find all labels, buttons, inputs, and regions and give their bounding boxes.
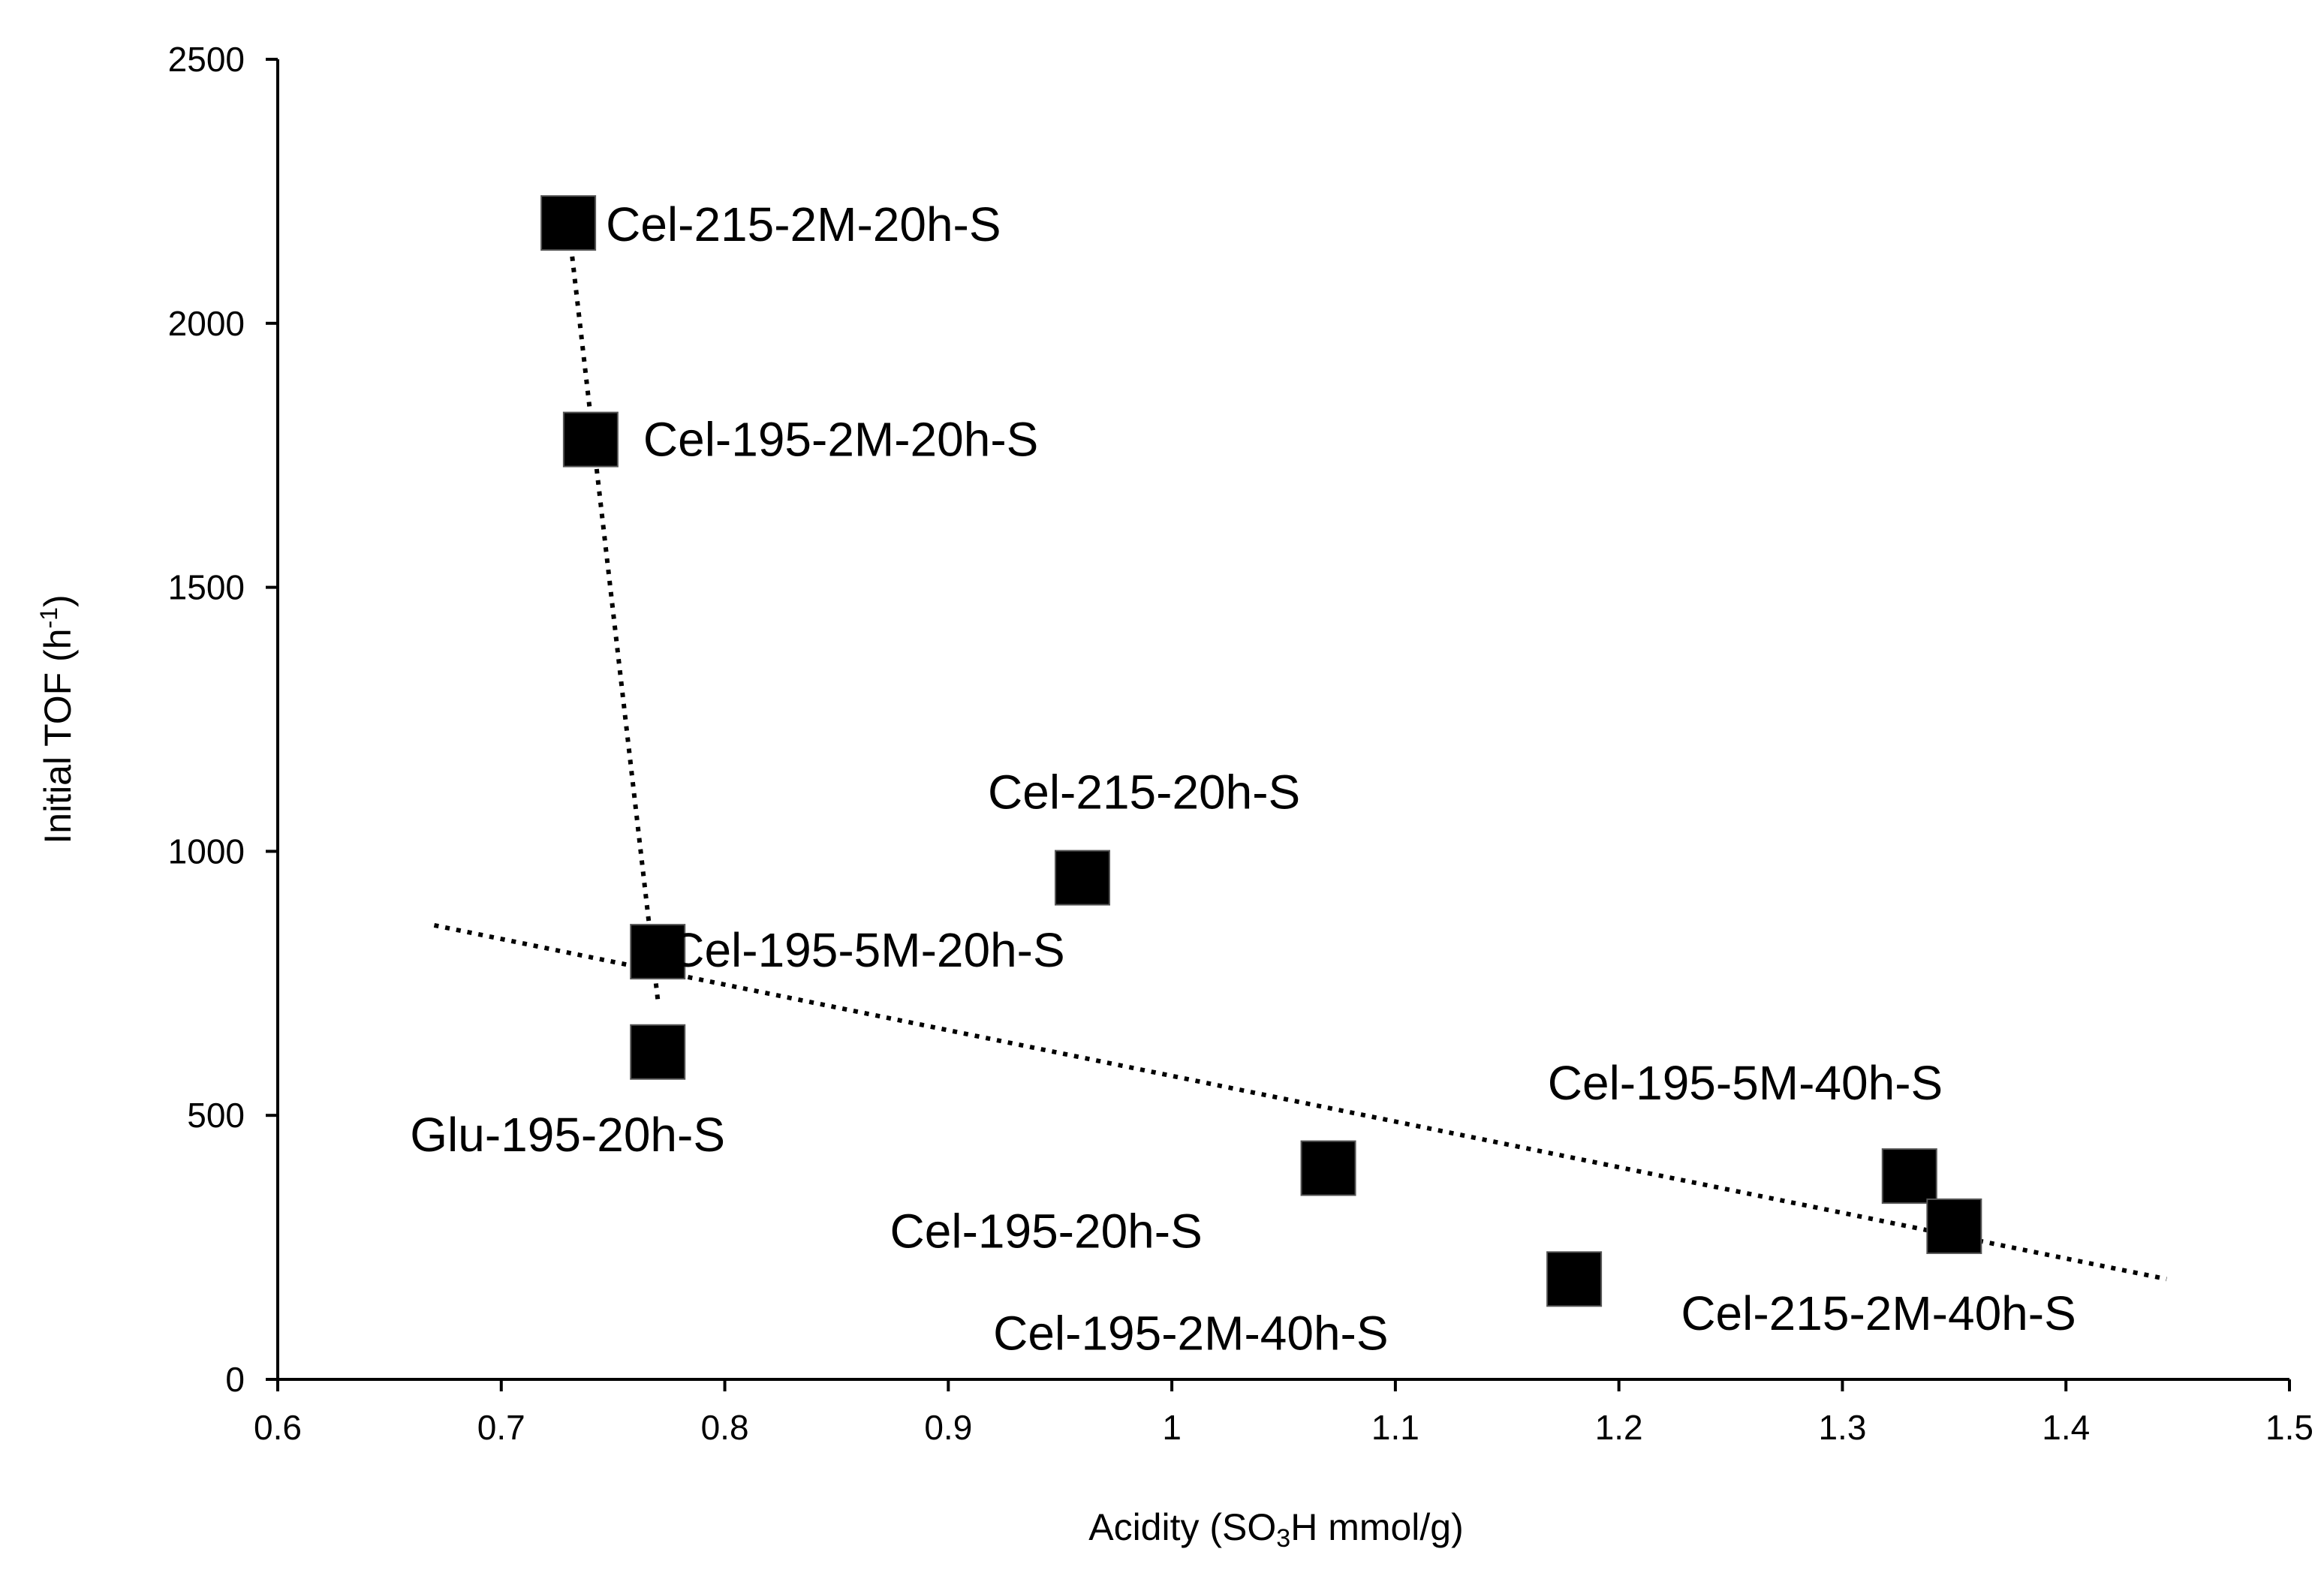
steep-trendline [566, 222, 661, 1000]
y-tick-label: 0 [225, 1360, 245, 1399]
x-axis-title-subscript: 3 [1276, 1524, 1290, 1553]
data-point-label: Cel-195-5M-40h-S [1548, 1056, 1943, 1110]
data-point-marker [1926, 1198, 1982, 1254]
data-point-marker [1055, 850, 1110, 906]
y-axis-title-part: ) [37, 594, 79, 607]
data-point-label: Cel-195-2M-20h-S [643, 413, 1038, 467]
trendlines [433, 222, 2167, 1282]
data-point-marker [562, 411, 619, 468]
x-tick-label: 1.5 [2265, 1408, 2313, 1447]
y-axis-title-superscript: -1 [35, 607, 62, 628]
x-tick-label: 1.3 [1818, 1408, 1866, 1447]
data-point-marker [1546, 1251, 1603, 1307]
x-tick-label: 1.2 [1595, 1408, 1643, 1447]
x-tick-label: 1.1 [1371, 1408, 1419, 1447]
axes [276, 59, 2289, 1381]
x-axis-title-part: Acidity (SO [1088, 1506, 1276, 1548]
x-tick-label: 1.4 [2042, 1408, 2090, 1447]
x-tick-label: 0.9 [924, 1408, 972, 1447]
y-tick-label: 1500 [168, 568, 245, 607]
data-point-label: Glu-195-20h-S [410, 1108, 725, 1162]
data-point-label: Cel-195-5M-20h-S [670, 923, 1064, 977]
y-axis-ticks: 0 500 1000 1500 2000 2500 [168, 40, 278, 1399]
data-point-label: Cel-215-20h-S [988, 765, 1300, 820]
y-tick-label: 500 [187, 1096, 245, 1135]
data-points [540, 195, 1982, 1307]
x-axis-title-part: H mmol/g) [1290, 1506, 1464, 1548]
data-point-marker [1881, 1148, 1937, 1205]
x-tick-label: 0.6 [254, 1408, 302, 1447]
y-tick-label: 2500 [168, 40, 245, 79]
shallow-trendline [433, 922, 2167, 1282]
x-tick-label: 0.8 [701, 1408, 749, 1447]
x-axis-title: Acidity (SO3H mmol/g) [1088, 1506, 1464, 1553]
x-tick-label: 0.7 [477, 1408, 525, 1447]
data-point-label: Cel-215-2M-40h-S [1681, 1286, 2076, 1340]
data-point-label: Cel-195-20h-S [890, 1205, 1203, 1259]
y-axis-title: Initial TOF (h-1) [35, 594, 79, 844]
data-point-label: Cel-195-2M-40h-S [993, 1306, 1388, 1360]
data-point-marker [540, 195, 597, 251]
x-tick-label: 1 [1162, 1408, 1182, 1447]
y-tick-label: 1000 [168, 832, 245, 871]
data-point-labels: Cel-215-2M-20h-S Cel-195-2M-20h-S Cel-195-… [410, 197, 2076, 1360]
data-point-label: Cel-215-2M-20h-S [606, 197, 1001, 251]
x-axis-ticks: 0.6 0.7 0.8 0.9 1 1.1 1.2 1.3 1.4 1.5 [254, 1379, 2313, 1447]
data-point-marker [630, 924, 686, 980]
y-axis-title-part: Initial TOF (h [37, 628, 79, 844]
data-point-marker [1300, 1140, 1356, 1196]
y-tick-label: 2000 [168, 304, 245, 343]
data-point-marker [630, 1024, 686, 1080]
